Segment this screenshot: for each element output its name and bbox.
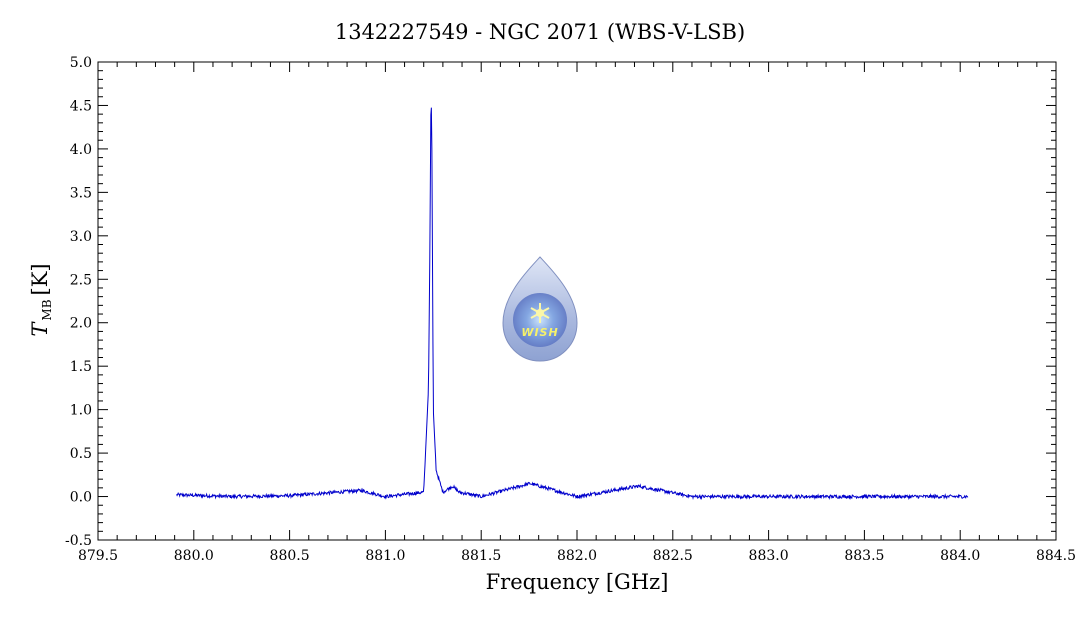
x-tick-label: 882.0: [557, 548, 597, 564]
y-tick-label: 2.0: [70, 316, 92, 332]
y-tick-label: 1.5: [70, 359, 92, 375]
wish-logo-text: WISH: [521, 326, 558, 339]
x-axis-label: Frequency [GHz]: [486, 570, 669, 594]
y-tick-label: 4.5: [70, 98, 92, 114]
y-axis-label-unit: [K]: [28, 263, 52, 295]
x-tick-label: 881.0: [365, 548, 405, 564]
y-tick-label: 3.5: [70, 185, 92, 201]
wish-logo: WISH: [502, 256, 578, 362]
x-tick-label: 883.5: [844, 548, 884, 564]
x-tick-label: 879.5: [78, 548, 118, 564]
x-tick-label: 884.0: [940, 548, 980, 564]
x-tick-label: 882.5: [653, 548, 693, 564]
y-tick-label: 0.5: [70, 446, 92, 462]
x-tick-label: 884.5: [1036, 548, 1076, 564]
spectrum-line: [176, 107, 969, 501]
y-tick-label: 5.0: [70, 55, 92, 71]
x-tick-label: 880.5: [270, 548, 310, 564]
y-tick-label: 3.0: [70, 229, 92, 245]
axis-tick-labels: 879.5 880.0 880.5 881.0 881.5 882.0 882.5 883.0…: [65, 55, 1076, 564]
x-tick-label: 883.0: [749, 548, 789, 564]
y-tick-label: 1.0: [70, 403, 92, 419]
chart-title: 1342227549 - NGC 2071 (WBS-V-LSB): [335, 20, 745, 44]
y-axis-label-main: T: [28, 321, 52, 337]
x-tick-label: 880.0: [174, 548, 214, 564]
svg-text:TMB[K]: TMB [K]: [28, 263, 54, 336]
y-tick-label: 4.0: [70, 142, 92, 158]
axis-ticks: [97, 61, 1057, 541]
x-tick-label: 881.5: [461, 548, 501, 564]
plot-frame: [97, 61, 1057, 541]
y-tick-label: -0.5: [65, 533, 92, 549]
y-axis-label: TMB [K]: [28, 263, 54, 336]
y-axis-label-sub: MB: [40, 299, 54, 320]
y-tick-label: 0.0: [70, 490, 92, 506]
y-tick-label: 2.5: [70, 272, 92, 288]
